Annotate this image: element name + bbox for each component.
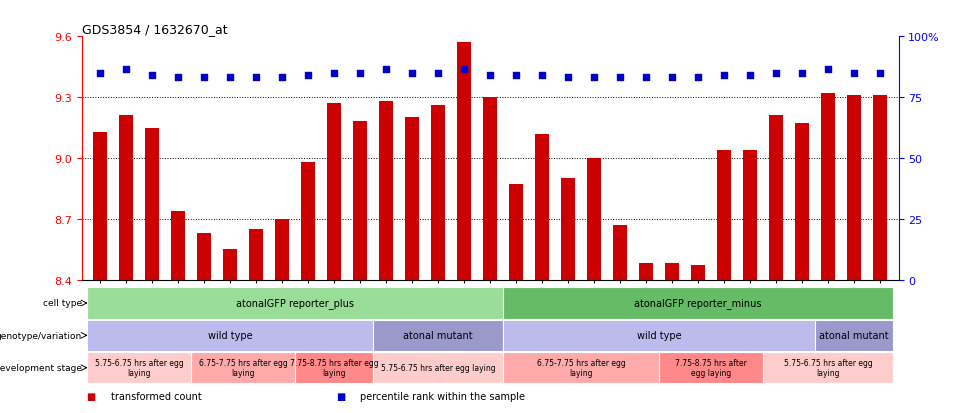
Bar	[223, 249, 237, 280]
Bar	[86, 352, 191, 383]
Text: 5.75-6.75 hrs after egg laying: 5.75-6.75 hrs after egg laying	[381, 363, 495, 372]
Bar	[405, 118, 419, 280]
Bar	[379, 102, 393, 280]
Bar	[249, 229, 263, 280]
Text: wild type: wild type	[208, 330, 253, 340]
Bar	[743, 150, 757, 280]
Text: transformed count: transformed count	[111, 392, 201, 401]
Point	[717, 72, 732, 79]
Text: ■: ■	[86, 392, 96, 401]
Point	[248, 74, 263, 81]
Point	[431, 70, 446, 77]
Bar	[275, 219, 289, 280]
Point	[405, 70, 420, 77]
Text: cell type: cell type	[43, 299, 83, 308]
Point	[92, 70, 108, 77]
Bar	[119, 116, 133, 280]
Bar	[691, 266, 705, 280]
Point	[769, 70, 784, 77]
Bar	[639, 264, 653, 280]
Text: 5.75-6.75 hrs after egg
laying: 5.75-6.75 hrs after egg laying	[784, 358, 873, 377]
Text: atonalGFP reporter_minus: atonalGFP reporter_minus	[634, 298, 762, 309]
Text: genotype/variation: genotype/variation	[0, 331, 83, 340]
Bar	[145, 128, 160, 280]
Text: 5.75-6.75 hrs after egg
laying: 5.75-6.75 hrs after egg laying	[94, 358, 184, 377]
Point	[664, 74, 679, 81]
Point	[456, 66, 472, 73]
Bar	[373, 320, 504, 351]
Text: GDS3854 / 1632670_at: GDS3854 / 1632670_at	[82, 23, 228, 36]
Bar	[86, 320, 373, 351]
Bar	[431, 106, 445, 280]
Point	[534, 72, 550, 79]
Point	[795, 70, 810, 77]
Point	[586, 74, 602, 81]
Text: development stage: development stage	[0, 363, 83, 372]
Point	[118, 66, 134, 73]
Bar	[665, 264, 679, 280]
Text: 6.75-7.75 hrs after egg
laying: 6.75-7.75 hrs after egg laying	[199, 358, 287, 377]
Bar	[197, 233, 211, 280]
Point	[353, 70, 368, 77]
Point	[508, 72, 524, 79]
Point	[327, 70, 342, 77]
Bar	[815, 320, 894, 351]
Point	[691, 74, 706, 81]
Text: percentile rank within the sample: percentile rank within the sample	[360, 392, 526, 401]
Bar	[509, 185, 524, 280]
Point	[743, 72, 758, 79]
Bar	[483, 98, 497, 280]
Bar	[295, 352, 373, 383]
Bar	[848, 96, 861, 280]
Point	[274, 74, 289, 81]
Point	[873, 70, 888, 77]
Text: 7.75-8.75 hrs after
egg laying: 7.75-8.75 hrs after egg laying	[676, 358, 747, 377]
Bar	[659, 352, 763, 383]
Text: wild type: wild type	[637, 330, 681, 340]
Point	[847, 70, 862, 77]
Bar	[504, 352, 659, 383]
Point	[638, 74, 653, 81]
Text: ■: ■	[336, 392, 346, 401]
Bar	[587, 159, 602, 280]
Text: atonal mutant: atonal mutant	[820, 330, 889, 340]
Point	[301, 72, 316, 79]
Bar	[353, 122, 367, 280]
Bar	[769, 116, 783, 280]
Bar	[373, 352, 504, 383]
Point	[379, 66, 394, 73]
Bar	[191, 352, 295, 383]
Point	[196, 74, 211, 81]
Bar	[613, 225, 628, 280]
Bar	[171, 211, 185, 280]
Point	[482, 72, 498, 79]
Text: 7.75-8.75 hrs after egg
laying: 7.75-8.75 hrs after egg laying	[289, 358, 379, 377]
Bar	[93, 132, 107, 280]
Point	[560, 74, 576, 81]
Bar	[456, 43, 471, 280]
Point	[170, 74, 185, 81]
Point	[222, 74, 237, 81]
Bar	[504, 287, 894, 319]
Bar	[86, 287, 504, 319]
Text: 6.75-7.75 hrs after egg
laying: 6.75-7.75 hrs after egg laying	[537, 358, 626, 377]
Text: atonal mutant: atonal mutant	[404, 330, 473, 340]
Bar	[763, 352, 894, 383]
Bar	[821, 94, 835, 280]
Bar	[327, 104, 341, 280]
Bar	[561, 179, 576, 280]
Point	[612, 74, 628, 81]
Bar	[535, 134, 550, 280]
Point	[821, 66, 836, 73]
Bar	[504, 320, 815, 351]
Bar	[301, 163, 315, 280]
Point	[144, 72, 160, 79]
Text: atonalGFP reporter_plus: atonalGFP reporter_plus	[236, 298, 354, 309]
Bar	[717, 150, 731, 280]
Bar	[795, 124, 809, 280]
Bar	[874, 96, 887, 280]
